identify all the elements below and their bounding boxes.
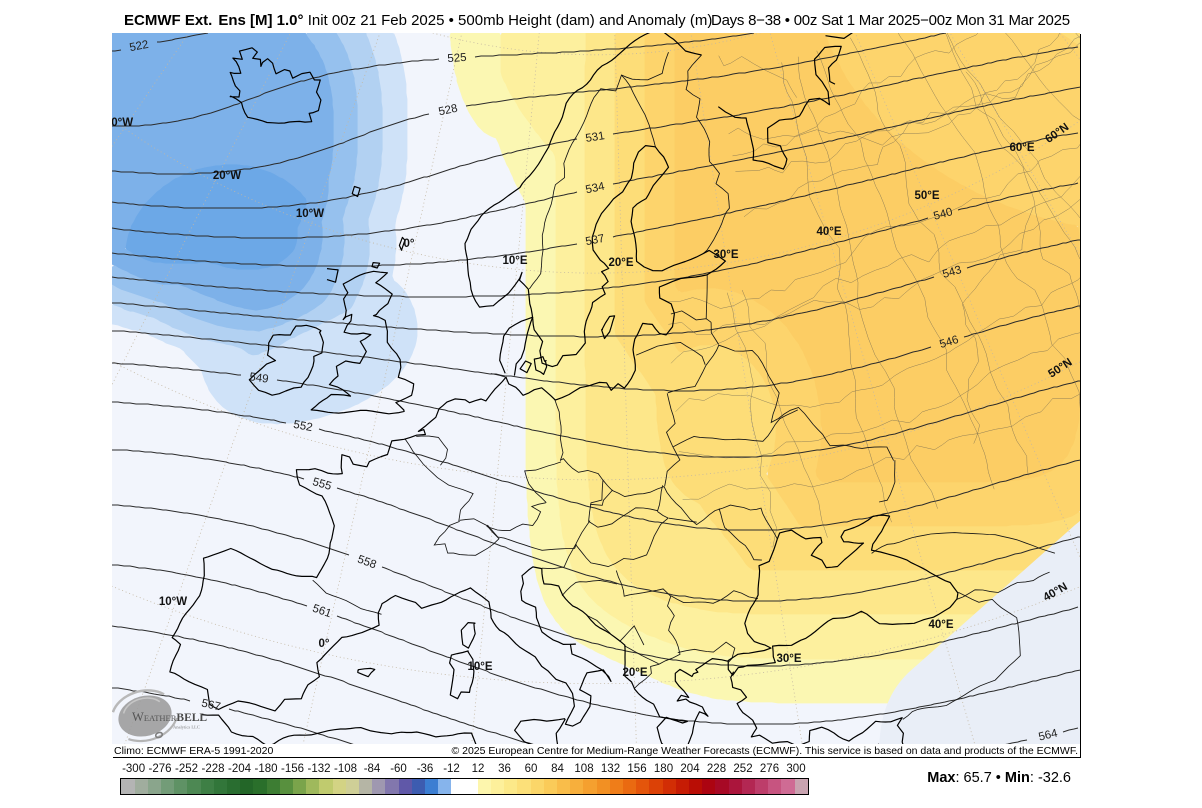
svg-text:546: 546 <box>939 334 961 351</box>
svg-text:20°W: 20°W <box>213 170 241 182</box>
svg-text:60°E: 60°E <box>1010 142 1035 154</box>
svg-text:30°W: 30°W <box>112 117 133 129</box>
svg-text:540: 540 <box>933 207 955 224</box>
svg-text:528: 528 <box>438 103 459 119</box>
svg-text:531: 531 <box>585 130 606 145</box>
svg-text:20°E: 20°E <box>609 257 634 269</box>
svg-text:543: 543 <box>942 264 964 281</box>
svg-text:10°W: 10°W <box>159 596 187 608</box>
svg-text:525: 525 <box>447 52 467 65</box>
svg-text:537: 537 <box>585 233 606 248</box>
svg-text:30°E: 30°E <box>714 249 739 261</box>
svg-text:40°E: 40°E <box>929 619 954 631</box>
svg-text:564: 564 <box>1038 728 1060 744</box>
svg-text:0°: 0° <box>319 638 330 650</box>
svg-text:10°E: 10°E <box>503 255 528 267</box>
svg-text:WEATHERBELL: WEATHERBELL <box>132 710 207 724</box>
svg-text:0°: 0° <box>404 238 415 250</box>
svg-text:522: 522 <box>129 39 150 54</box>
svg-text:10°W: 10°W <box>296 208 324 220</box>
svg-text:Analytics LLC: Analytics LLC <box>173 725 200 730</box>
svg-text:534: 534 <box>585 181 607 197</box>
svg-text:549: 549 <box>249 372 270 387</box>
svg-text:40°E: 40°E <box>817 226 842 238</box>
svg-text:20°E: 20°E <box>623 667 648 679</box>
svg-text:50°E: 50°E <box>915 190 940 202</box>
svg-text:Climo: ECMWF ERA-5 1991-2020: Climo: ECMWF ERA-5 1991-2020 <box>114 745 273 757</box>
svg-text:552: 552 <box>293 419 314 434</box>
svg-text:30°E: 30°E <box>777 653 802 665</box>
svg-text:555: 555 <box>311 476 333 493</box>
svg-text:561: 561 <box>311 603 333 621</box>
svg-text:© 2025 European Centre for Med: © 2025 European Centre for Medium-Range … <box>452 745 1079 757</box>
svg-text:10°E: 10°E <box>468 661 493 673</box>
svg-text:567: 567 <box>201 698 222 714</box>
